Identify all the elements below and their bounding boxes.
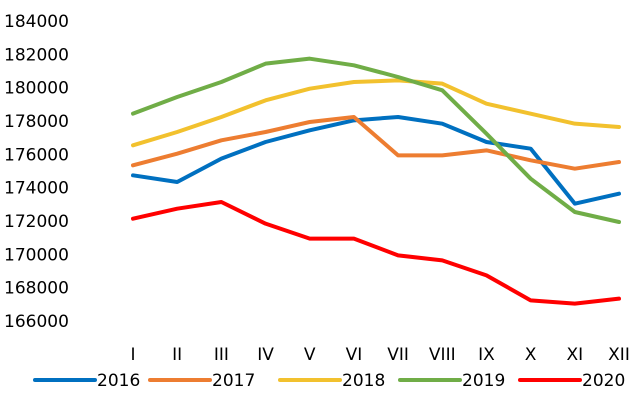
line-series	[131, 56, 621, 224]
x-tick-label: VII	[387, 345, 409, 365]
x-tick-label: VI	[346, 345, 363, 365]
x-tick-label: XII	[608, 345, 630, 365]
y-tick-label: 182000	[4, 45, 69, 65]
legend-label: 2019	[462, 371, 505, 391]
y-tick-label: 178000	[4, 112, 69, 132]
line-series	[131, 115, 621, 171]
y-tick-label: 172000	[4, 212, 69, 232]
legend-label: 2018	[342, 371, 385, 391]
y-tick-label: 184000	[4, 12, 69, 32]
y-tick-label: 170000	[4, 245, 69, 265]
y-tick-label: 168000	[4, 279, 69, 299]
line-series	[131, 115, 621, 206]
x-tick-label: VIII	[429, 345, 456, 365]
y-tick-label: 166000	[4, 312, 69, 332]
x-tick-label: IV	[257, 345, 274, 365]
x-tick-label: X	[525, 345, 537, 365]
legend-label: 2016	[97, 371, 140, 391]
line-series	[131, 78, 621, 148]
x-tick-label: V	[304, 345, 316, 365]
x-tick-label: I	[130, 345, 135, 365]
legend-label: 2017	[212, 371, 255, 391]
line-series	[131, 200, 621, 306]
x-tick-label: III	[214, 345, 229, 365]
y-tick-label: 180000	[4, 79, 69, 99]
x-tick-label: II	[172, 345, 182, 365]
x-tick-label: XI	[566, 345, 583, 365]
x-tick-label: IX	[478, 345, 495, 365]
y-tick-label: 176000	[4, 145, 69, 165]
legend-label: 2020	[582, 371, 625, 391]
y-tick-label: 174000	[4, 179, 69, 199]
